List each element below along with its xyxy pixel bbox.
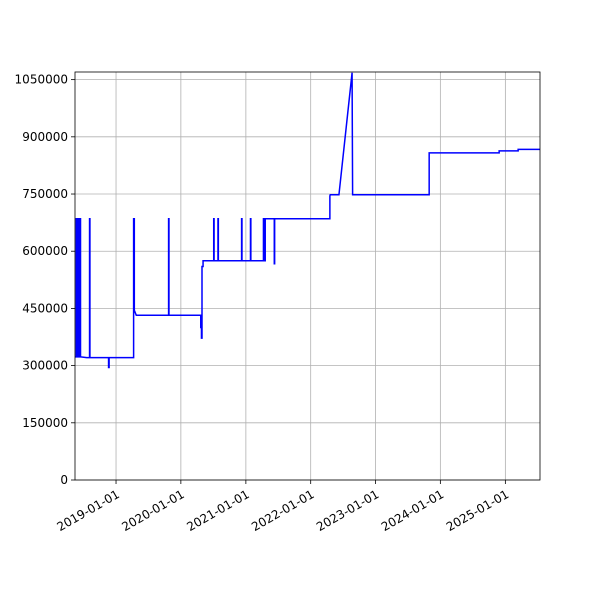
series-layer (75, 72, 540, 369)
y-tick-label: 1050000 (15, 73, 68, 87)
y-tick-label: 600000 (22, 244, 68, 258)
series-line (75, 72, 540, 369)
y-tick-label: 150000 (22, 416, 68, 430)
y-tick-label: 450000 (22, 301, 68, 315)
y-tick-label: 0 (60, 473, 68, 487)
y-tick-label: 900000 (22, 130, 68, 144)
y-tick-label: 300000 (22, 359, 68, 373)
y-tick-label: 750000 (22, 187, 68, 201)
y-axis: 0 150000 300000 450000 600000 750000 900000 105… (15, 73, 75, 487)
plot-frame (74, 71, 541, 481)
